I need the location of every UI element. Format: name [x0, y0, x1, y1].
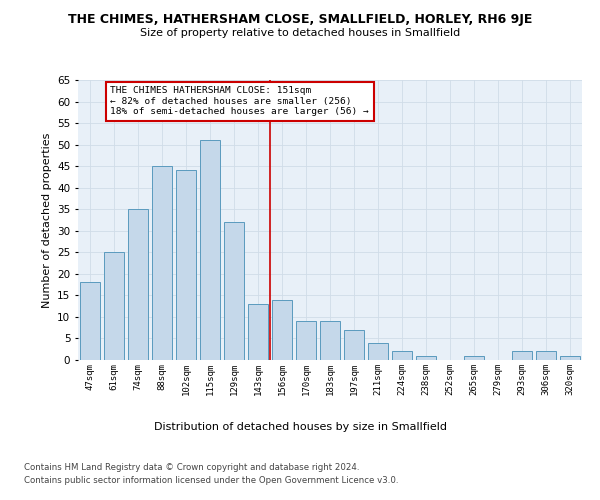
Bar — [272, 300, 292, 360]
Bar — [512, 352, 532, 360]
Bar — [536, 352, 556, 360]
Bar — [296, 321, 316, 360]
Text: Contains public sector information licensed under the Open Government Licence v3: Contains public sector information licen… — [24, 476, 398, 485]
Y-axis label: Number of detached properties: Number of detached properties — [41, 132, 52, 308]
Bar — [320, 321, 340, 360]
Bar — [368, 343, 388, 360]
Bar — [560, 356, 580, 360]
Text: THE CHIMES HATHERSHAM CLOSE: 151sqm
← 82% of detached houses are smaller (256)
1: THE CHIMES HATHERSHAM CLOSE: 151sqm ← 82… — [110, 86, 369, 117]
Bar — [224, 222, 244, 360]
Text: Size of property relative to detached houses in Smallfield: Size of property relative to detached ho… — [140, 28, 460, 38]
Bar — [200, 140, 220, 360]
Text: Distribution of detached houses by size in Smallfield: Distribution of detached houses by size … — [154, 422, 446, 432]
Text: THE CHIMES, HATHERSHAM CLOSE, SMALLFIELD, HORLEY, RH6 9JE: THE CHIMES, HATHERSHAM CLOSE, SMALLFIELD… — [68, 12, 532, 26]
Bar — [248, 304, 268, 360]
Bar — [176, 170, 196, 360]
Bar — [128, 209, 148, 360]
Bar — [104, 252, 124, 360]
Bar — [80, 282, 100, 360]
Bar — [416, 356, 436, 360]
Text: Contains HM Land Registry data © Crown copyright and database right 2024.: Contains HM Land Registry data © Crown c… — [24, 462, 359, 471]
Bar — [344, 330, 364, 360]
Bar — [392, 352, 412, 360]
Bar — [152, 166, 172, 360]
Bar — [464, 356, 484, 360]
